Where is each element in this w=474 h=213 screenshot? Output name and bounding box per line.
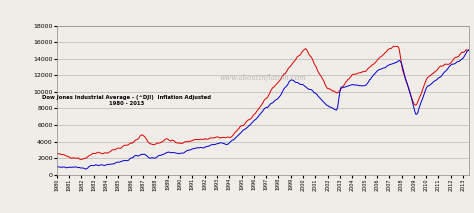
DJ Industrial Average - (^DJI)  Nominal Price (end of month close) - May 2013 <box>54 166 60 168</box>
Line: DJ Industrial Average - (^DJI)  Nominal Price (end of month close) - May 2013: DJ Industrial Average - (^DJI) Nominal P… <box>57 50 469 169</box>
Text: Dow Jones Industrial Average - (^DJI)  Inflation Adjusted
1980 - 2013: Dow Jones Industrial Average - (^DJI) In… <box>43 95 211 105</box>
DJ Industrial Average - (^DJI)  Inflation Adjusted Price (end of month close) - May 2013 <box>79 158 84 161</box>
DJ Industrial Average - (^DJI)  Inflation Adjusted Price (end of month close) - May 2013 <box>466 49 472 52</box>
DJ Industrial Average - (^DJI)  Nominal Price (end of month close) - May 2013 <box>83 168 89 170</box>
DJ Industrial Average - (^DJI)  Nominal Price (end of month close) - May 2013 <box>466 48 472 51</box>
DJ Industrial Average - (^DJI)  Inflation Adjusted Price (end of month close) - May 2013 <box>269 88 274 91</box>
DJ Industrial Average - (^DJI)  Inflation Adjusted Price (end of month close) - May 2013 <box>394 45 400 48</box>
DJ Industrial Average - (^DJI)  Nominal Price (end of month close) - May 2013 <box>269 102 274 104</box>
DJ Industrial Average - (^DJI)  Nominal Price (end of month close) - May 2013 <box>313 92 319 95</box>
DJ Industrial Average - (^DJI)  Nominal Price (end of month close) - May 2013 <box>393 61 399 64</box>
DJ Industrial Average - (^DJI)  Inflation Adjusted Price (end of month close) - May 2013 <box>54 153 60 155</box>
Line: DJ Industrial Average - (^DJI)  Inflation Adjusted Price (end of month close) - May 2013: DJ Industrial Average - (^DJI) Inflation… <box>57 46 469 159</box>
DJ Industrial Average - (^DJI)  Nominal Price (end of month close) - May 2013 <box>107 163 112 166</box>
DJ Industrial Average - (^DJI)  Inflation Adjusted Price (end of month close) - May 2013 <box>275 81 281 84</box>
DJ Industrial Average - (^DJI)  Nominal Price (end of month close) - May 2013 <box>421 93 427 96</box>
DJ Industrial Average - (^DJI)  Inflation Adjusted Price (end of month close) - May 2013 <box>393 45 399 48</box>
DJ Industrial Average - (^DJI)  Nominal Price (end of month close) - May 2013 <box>275 97 281 100</box>
DJ Industrial Average - (^DJI)  Inflation Adjusted Price (end of month close) - May 2013 <box>107 151 112 153</box>
DJ Industrial Average - (^DJI)  Inflation Adjusted Price (end of month close) - May 2013 <box>422 82 428 84</box>
DJ Industrial Average - (^DJI)  Inflation Adjusted Price (end of month close) - May 2013 <box>313 65 319 68</box>
Text: www.aboutInflation.com: www.aboutInflation.com <box>219 74 307 82</box>
